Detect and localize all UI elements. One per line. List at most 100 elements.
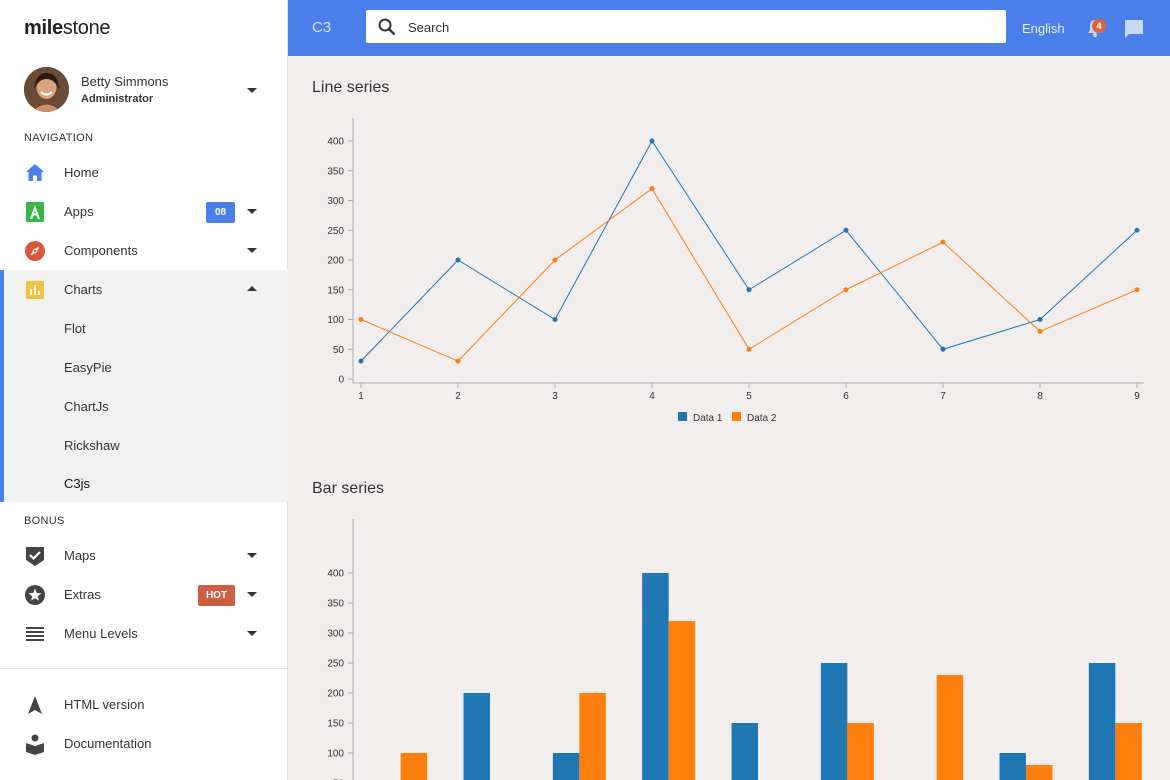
chevron-up-icon bbox=[247, 286, 257, 291]
bar-1 bbox=[820, 663, 848, 780]
charts-submenu: Flot EasyPie ChartJs Rickshaw C3js bbox=[0, 270, 288, 502]
x-tick-label: 4 bbox=[649, 391, 655, 402]
bar-2 bbox=[579, 693, 606, 780]
chevron-down-icon bbox=[247, 553, 257, 558]
data-point bbox=[552, 257, 558, 263]
y-tick-label: 250 bbox=[327, 659, 344, 670]
apps-icon bbox=[26, 202, 44, 222]
x-tick-label: 1 bbox=[358, 391, 364, 402]
search-box[interactable] bbox=[366, 10, 1006, 43]
x-tick-label: 8 bbox=[1037, 391, 1043, 402]
data-point bbox=[1134, 227, 1140, 233]
search-input[interactable] bbox=[408, 17, 988, 37]
sidebar-item-apps[interactable]: Apps 08 bbox=[0, 192, 288, 231]
page-title: C3 bbox=[312, 19, 332, 36]
nav-section-label: NAVIGATION bbox=[24, 132, 94, 144]
y-tick-label: 350 bbox=[327, 599, 344, 610]
y-tick-label: 0 bbox=[338, 375, 344, 386]
x-tick-label: 6 bbox=[843, 391, 849, 402]
profile-role: Administrator bbox=[81, 93, 154, 105]
x-tick-label: 3 bbox=[552, 391, 558, 402]
series-line-1 bbox=[360, 140, 1138, 362]
hot-badge: HOT bbox=[198, 585, 235, 606]
y-tick-label: 200 bbox=[327, 689, 344, 700]
bar-2 bbox=[936, 675, 964, 780]
data-point bbox=[1037, 328, 1043, 334]
data-point bbox=[940, 239, 946, 245]
avatar bbox=[24, 67, 69, 112]
brand-logo[interactable]: milestone bbox=[24, 17, 111, 39]
data-point bbox=[358, 317, 364, 322]
bar-2 bbox=[1115, 723, 1142, 780]
sidebar: milestone Betty Simmons Administrator NA… bbox=[0, 0, 288, 780]
bar-chart[interactable]: 50 100 150 200 250 300 350 400 bbox=[288, 510, 1170, 780]
sidebar-item-label: Maps bbox=[64, 548, 96, 563]
y-tick-label: 200 bbox=[327, 256, 344, 267]
bar-2 bbox=[668, 621, 696, 780]
sidebar-item-label: Charts bbox=[64, 282, 103, 297]
user-profile[interactable]: Betty Simmons Administrator bbox=[24, 67, 264, 113]
submenu-item-chartjs[interactable]: ChartJs bbox=[64, 399, 109, 414]
legend-label: Data 1 bbox=[693, 413, 723, 424]
data-point bbox=[455, 358, 461, 364]
notification-count-badge: 4 bbox=[1092, 19, 1106, 33]
line-chart-title: Line series bbox=[312, 79, 390, 96]
data-point bbox=[746, 287, 752, 293]
data-point bbox=[358, 358, 364, 364]
sidebar-item-extras[interactable]: Extras HOT bbox=[0, 575, 288, 614]
data-point bbox=[649, 138, 655, 144]
sidebar-item-documentation[interactable]: Documentation bbox=[0, 724, 288, 763]
submenu-item-c3js[interactable]: C3js bbox=[64, 476, 91, 491]
bar-2 bbox=[400, 753, 428, 780]
bar-1 bbox=[731, 723, 758, 780]
bar-2 bbox=[847, 723, 874, 780]
sidebar-item-components[interactable]: Components bbox=[0, 231, 288, 270]
legend-label: Data 2 bbox=[747, 413, 777, 424]
chevron-down-icon bbox=[247, 209, 257, 214]
bar-chart-title: Bar series bbox=[312, 480, 385, 497]
sidebar-item-menu-levels[interactable]: Menu Levels bbox=[0, 614, 288, 653]
sidebar-item-html-version[interactable]: HTML version bbox=[0, 685, 288, 724]
y-tick-label: 400 bbox=[327, 137, 344, 148]
menu-lines-icon bbox=[26, 627, 44, 641]
data-point bbox=[746, 346, 752, 352]
sidebar-item-label: Components bbox=[64, 243, 138, 258]
data-point bbox=[843, 227, 849, 233]
data-point bbox=[552, 317, 558, 322]
y-tick-label: 350 bbox=[327, 166, 344, 177]
data-point bbox=[1134, 287, 1140, 293]
submenu-item-rickshaw[interactable]: Rickshaw bbox=[64, 438, 120, 453]
y-tick-label: 100 bbox=[327, 315, 344, 326]
home-icon bbox=[26, 164, 44, 181]
line-chart[interactable]: 0 50 100 150 200 250 300 350 400 1 2 3 4 5 6 7 8 9 Data 1 D… bbox=[288, 110, 1170, 430]
legend-swatch bbox=[732, 412, 741, 421]
profile-name: Betty Simmons bbox=[81, 74, 169, 89]
bar-1 bbox=[463, 693, 490, 780]
language-selector[interactable]: English bbox=[1022, 21, 1065, 36]
sidebar-item-label: Documentation bbox=[64, 736, 152, 751]
x-tick-label: 9 bbox=[1134, 391, 1140, 402]
navigation-arrow-icon bbox=[28, 696, 42, 714]
sidebar-item-maps[interactable]: Maps bbox=[0, 536, 288, 575]
chevron-down-icon bbox=[247, 248, 257, 253]
y-tick-label: 50 bbox=[333, 345, 345, 356]
chevron-down-icon[interactable] bbox=[247, 88, 257, 93]
y-tick-label: 150 bbox=[327, 285, 344, 296]
bar-2 bbox=[1026, 765, 1053, 780]
sidebar-item-home[interactable]: Home bbox=[0, 153, 288, 192]
y-tick-label: 150 bbox=[327, 719, 344, 730]
bar-chart-icon bbox=[26, 281, 44, 299]
submenu-item-flot[interactable]: Flot bbox=[64, 321, 86, 336]
y-tick-label: 300 bbox=[327, 629, 344, 640]
data-point bbox=[649, 186, 655, 192]
sidebar-item-label: Menu Levels bbox=[64, 626, 138, 641]
submenu-item-easypie[interactable]: EasyPie bbox=[64, 360, 112, 375]
sidebar-item-charts[interactable]: Charts bbox=[0, 270, 288, 309]
x-tick-label: 2 bbox=[455, 391, 461, 402]
chevron-down-icon bbox=[247, 592, 257, 597]
data-point bbox=[843, 287, 849, 293]
y-tick-label: 300 bbox=[327, 196, 344, 207]
bar-1 bbox=[552, 753, 580, 780]
chat-icon[interactable] bbox=[1123, 18, 1145, 40]
y-tick-label: 400 bbox=[327, 569, 344, 580]
